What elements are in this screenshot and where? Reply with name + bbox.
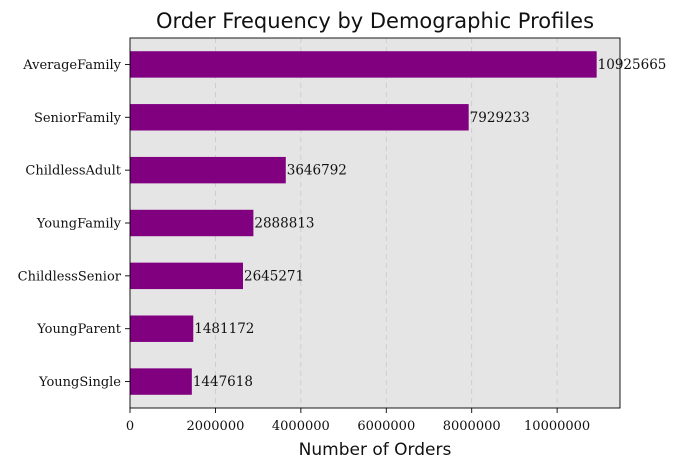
x-tick-label: 10000000: [524, 419, 590, 434]
bar-value-label: 3646792: [287, 163, 347, 179]
y-axis-ticks: AverageFamily SeniorFamily ChildlessAdult Y…: [18, 58, 130, 390]
bar: [130, 315, 194, 342]
bar-value-label: 2645271: [244, 268, 304, 284]
x-tick-label: 4000000: [272, 419, 330, 434]
bar: [130, 262, 243, 290]
x-tick-label: 6000000: [357, 419, 415, 434]
bar: [130, 104, 469, 131]
bar: [130, 209, 254, 237]
bar-value-label: 2888813: [254, 216, 314, 232]
x-tick-label: 0: [126, 419, 134, 434]
bar-value-label: 7929233: [470, 110, 530, 126]
plot-frame: [129, 37, 621, 409]
bar: [130, 368, 192, 395]
x-tick-label: 2000000: [186, 419, 244, 434]
y-tick-label: SeniorFamily: [34, 111, 122, 126]
y-tick-label: ChildlessAdult: [25, 164, 121, 179]
y-tick-label: YoungFamily: [36, 217, 122, 232]
bar-value-label: 1447618: [193, 374, 253, 390]
x-axis-label: Number of Orders: [299, 440, 452, 460]
y-tick-label: AverageFamily: [22, 58, 121, 73]
bar: [130, 51, 597, 78]
y-tick-label: YoungSingle: [38, 375, 121, 390]
bar-value-label: 1481172: [194, 321, 254, 337]
chart-title: Order Frequency by Demographic Profiles: [156, 9, 594, 33]
y-tick-label: YoungParent: [36, 322, 122, 337]
bar-value-label: 10925665: [598, 57, 667, 73]
x-axis-ticks: 0 2000000 4000000 6000000 8000000 10000000: [126, 408, 590, 434]
y-tick-label: ChildlessSenior: [18, 269, 122, 284]
bars: [130, 51, 597, 395]
data-labels: 10925665 7929233 3646792 2888813 2645271 1481…: [193, 57, 667, 390]
x-tick-label: 8000000: [443, 419, 501, 434]
bar: [130, 156, 286, 184]
